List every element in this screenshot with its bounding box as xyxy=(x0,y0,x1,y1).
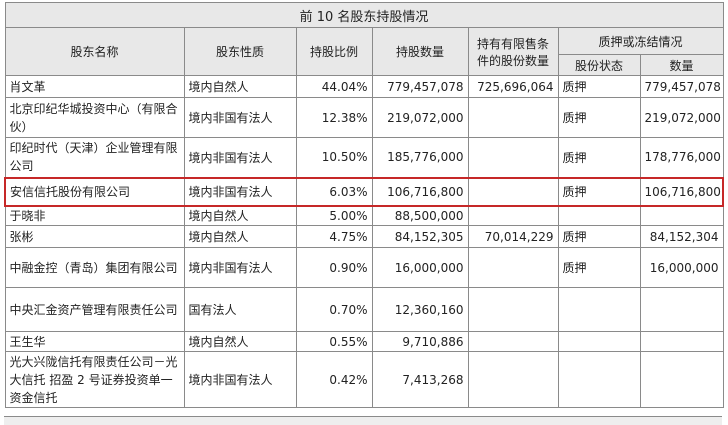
cell-qty: 106,716,800 xyxy=(639,176,724,207)
cell-shares: 7,413,268 xyxy=(371,351,469,408)
cell-ratio: 5.00% xyxy=(295,205,373,226)
cell-qty xyxy=(639,205,724,226)
cell-name: 张彬 xyxy=(4,225,185,248)
cell-status xyxy=(557,331,641,352)
table-title: 前 10 名股东持股情况 xyxy=(4,2,724,28)
cell-qty xyxy=(639,351,724,408)
cell-ratio: 12.38% xyxy=(295,97,373,138)
cell-restricted xyxy=(467,247,559,288)
cell-restricted xyxy=(467,97,559,138)
cell-status xyxy=(557,287,641,332)
cell-status: 质押 xyxy=(557,247,641,288)
cell-shares: 219,072,000 xyxy=(371,97,469,138)
cell-restricted xyxy=(467,137,559,178)
cell-restricted xyxy=(467,205,559,226)
cell-nature: 境内非国有法人 xyxy=(183,247,297,288)
cell-name: 安信信托股份有限公司 xyxy=(4,176,185,207)
cell-nature: 境内自然人 xyxy=(183,75,297,98)
cell-restricted xyxy=(467,176,559,207)
header-nature: 股东性质 xyxy=(183,27,297,76)
cell-ratio: 44.04% xyxy=(295,75,373,98)
table-row: 印纪时代（天津）企业管理有限公司 境内非国有法人 10.50% 185,776,… xyxy=(4,137,724,178)
cell-ratio: 0.55% xyxy=(295,331,373,352)
header-pledge-qty: 数量 xyxy=(639,54,724,76)
table-row: 于晓非 境内自然人 5.00% 88,500,000 xyxy=(4,205,724,226)
cell-name: 王生华 xyxy=(4,331,185,352)
cell-restricted xyxy=(467,287,559,332)
cell-shares: 84,152,305 xyxy=(371,225,469,248)
cell-nature: 境内非国有法人 xyxy=(183,176,297,207)
table-row: 中央汇金资产管理有限责任公司 国有法人 0.70% 12,360,160 xyxy=(4,287,724,332)
cell-shares: 106,716,800 xyxy=(371,176,469,207)
cell-nature: 境内自然人 xyxy=(183,225,297,248)
cell-nature: 国有法人 xyxy=(183,287,297,332)
cell-nature: 境内自然人 xyxy=(183,205,297,226)
cell-name: 中融金控（青岛）集团有限公司 xyxy=(4,247,185,288)
shareholder-table: 前 10 名股东持股情况 股东名称 股东性质 持股比例 持股数量 持有有限售条件… xyxy=(4,2,724,408)
cell-restricted xyxy=(467,331,559,352)
cell-ratio: 0.70% xyxy=(295,287,373,332)
cell-status: 质押 xyxy=(557,176,641,207)
cell-status: 质押 xyxy=(557,225,641,248)
cell-nature: 境内非国有法人 xyxy=(183,137,297,178)
header-ratio: 持股比例 xyxy=(295,27,373,76)
header-restricted: 持有有限售条件的股份数量 xyxy=(467,27,559,76)
cell-ratio: 6.03% xyxy=(295,176,373,207)
cell-restricted: 725,696,064 xyxy=(467,75,559,98)
table-row: 光大兴陇信托有限责任公司－光大信托 招盈 2 号证券投资单一资金信托 境内非国有… xyxy=(4,351,724,408)
cell-ratio: 4.75% xyxy=(295,225,373,248)
cell-shares: 88,500,000 xyxy=(371,205,469,226)
cell-name: 印纪时代（天津）企业管理有限公司 xyxy=(4,137,185,178)
cell-ratio: 10.50% xyxy=(295,137,373,178)
cell-nature: 境内非国有法人 xyxy=(183,351,297,408)
cell-ratio: 0.90% xyxy=(295,247,373,288)
cell-qty: 84,152,304 xyxy=(639,225,724,248)
cell-restricted xyxy=(467,351,559,408)
header-name: 股东名称 xyxy=(4,27,185,76)
cell-qty: 779,457,078 xyxy=(639,75,724,98)
cell-status xyxy=(557,351,641,408)
cell-nature: 境内非国有法人 xyxy=(183,97,297,138)
cell-restricted: 70,014,229 xyxy=(467,225,559,248)
cell-name: 肖文革 xyxy=(4,75,185,98)
header-pledge-group: 质押或冻结情况 xyxy=(557,27,724,55)
cell-status: 质押 xyxy=(557,97,641,138)
cell-qty: 16,000,000 xyxy=(639,247,724,288)
cell-qty: 178,776,000 xyxy=(639,137,724,178)
table-bottom-strip xyxy=(4,416,722,425)
table-row: 中融金控（青岛）集团有限公司 境内非国有法人 0.90% 16,000,000 … xyxy=(4,247,724,288)
cell-name: 北京印纪华城投资中心（有限合伙） xyxy=(4,97,185,138)
header-shares: 持股数量 xyxy=(371,27,469,76)
cell-shares: 9,710,886 xyxy=(371,331,469,352)
cell-shares: 16,000,000 xyxy=(371,247,469,288)
cell-status: 质押 xyxy=(557,75,641,98)
cell-status xyxy=(557,205,641,226)
cell-name: 光大兴陇信托有限责任公司－光大信托 招盈 2 号证券投资单一资金信托 xyxy=(4,351,185,408)
cell-status: 质押 xyxy=(557,137,641,178)
table-row: 张彬 境内自然人 4.75% 84,152,305 70,014,229 质押 … xyxy=(4,225,724,248)
table-row-highlighted: 安信信托股份有限公司 境内非国有法人 6.03% 106,716,800 质押 … xyxy=(4,176,724,207)
cell-ratio: 0.42% xyxy=(295,351,373,408)
cell-name: 于晓非 xyxy=(4,205,185,226)
cell-qty xyxy=(639,331,724,352)
cell-shares: 779,457,078 xyxy=(371,75,469,98)
cell-nature: 境内自然人 xyxy=(183,331,297,352)
table-row: 肖文革 境内自然人 44.04% 779,457,078 725,696,064… xyxy=(4,75,724,98)
cell-qty xyxy=(639,287,724,332)
cell-shares: 185,776,000 xyxy=(371,137,469,178)
table-row: 北京印纪华城投资中心（有限合伙） 境内非国有法人 12.38% 219,072,… xyxy=(4,97,724,138)
table-row: 王生华 境内自然人 0.55% 9,710,886 xyxy=(4,331,724,352)
header-pledge-status: 股份状态 xyxy=(557,54,641,76)
cell-shares: 12,360,160 xyxy=(371,287,469,332)
cell-qty: 219,072,000 xyxy=(639,97,724,138)
cell-name: 中央汇金资产管理有限责任公司 xyxy=(4,287,185,332)
